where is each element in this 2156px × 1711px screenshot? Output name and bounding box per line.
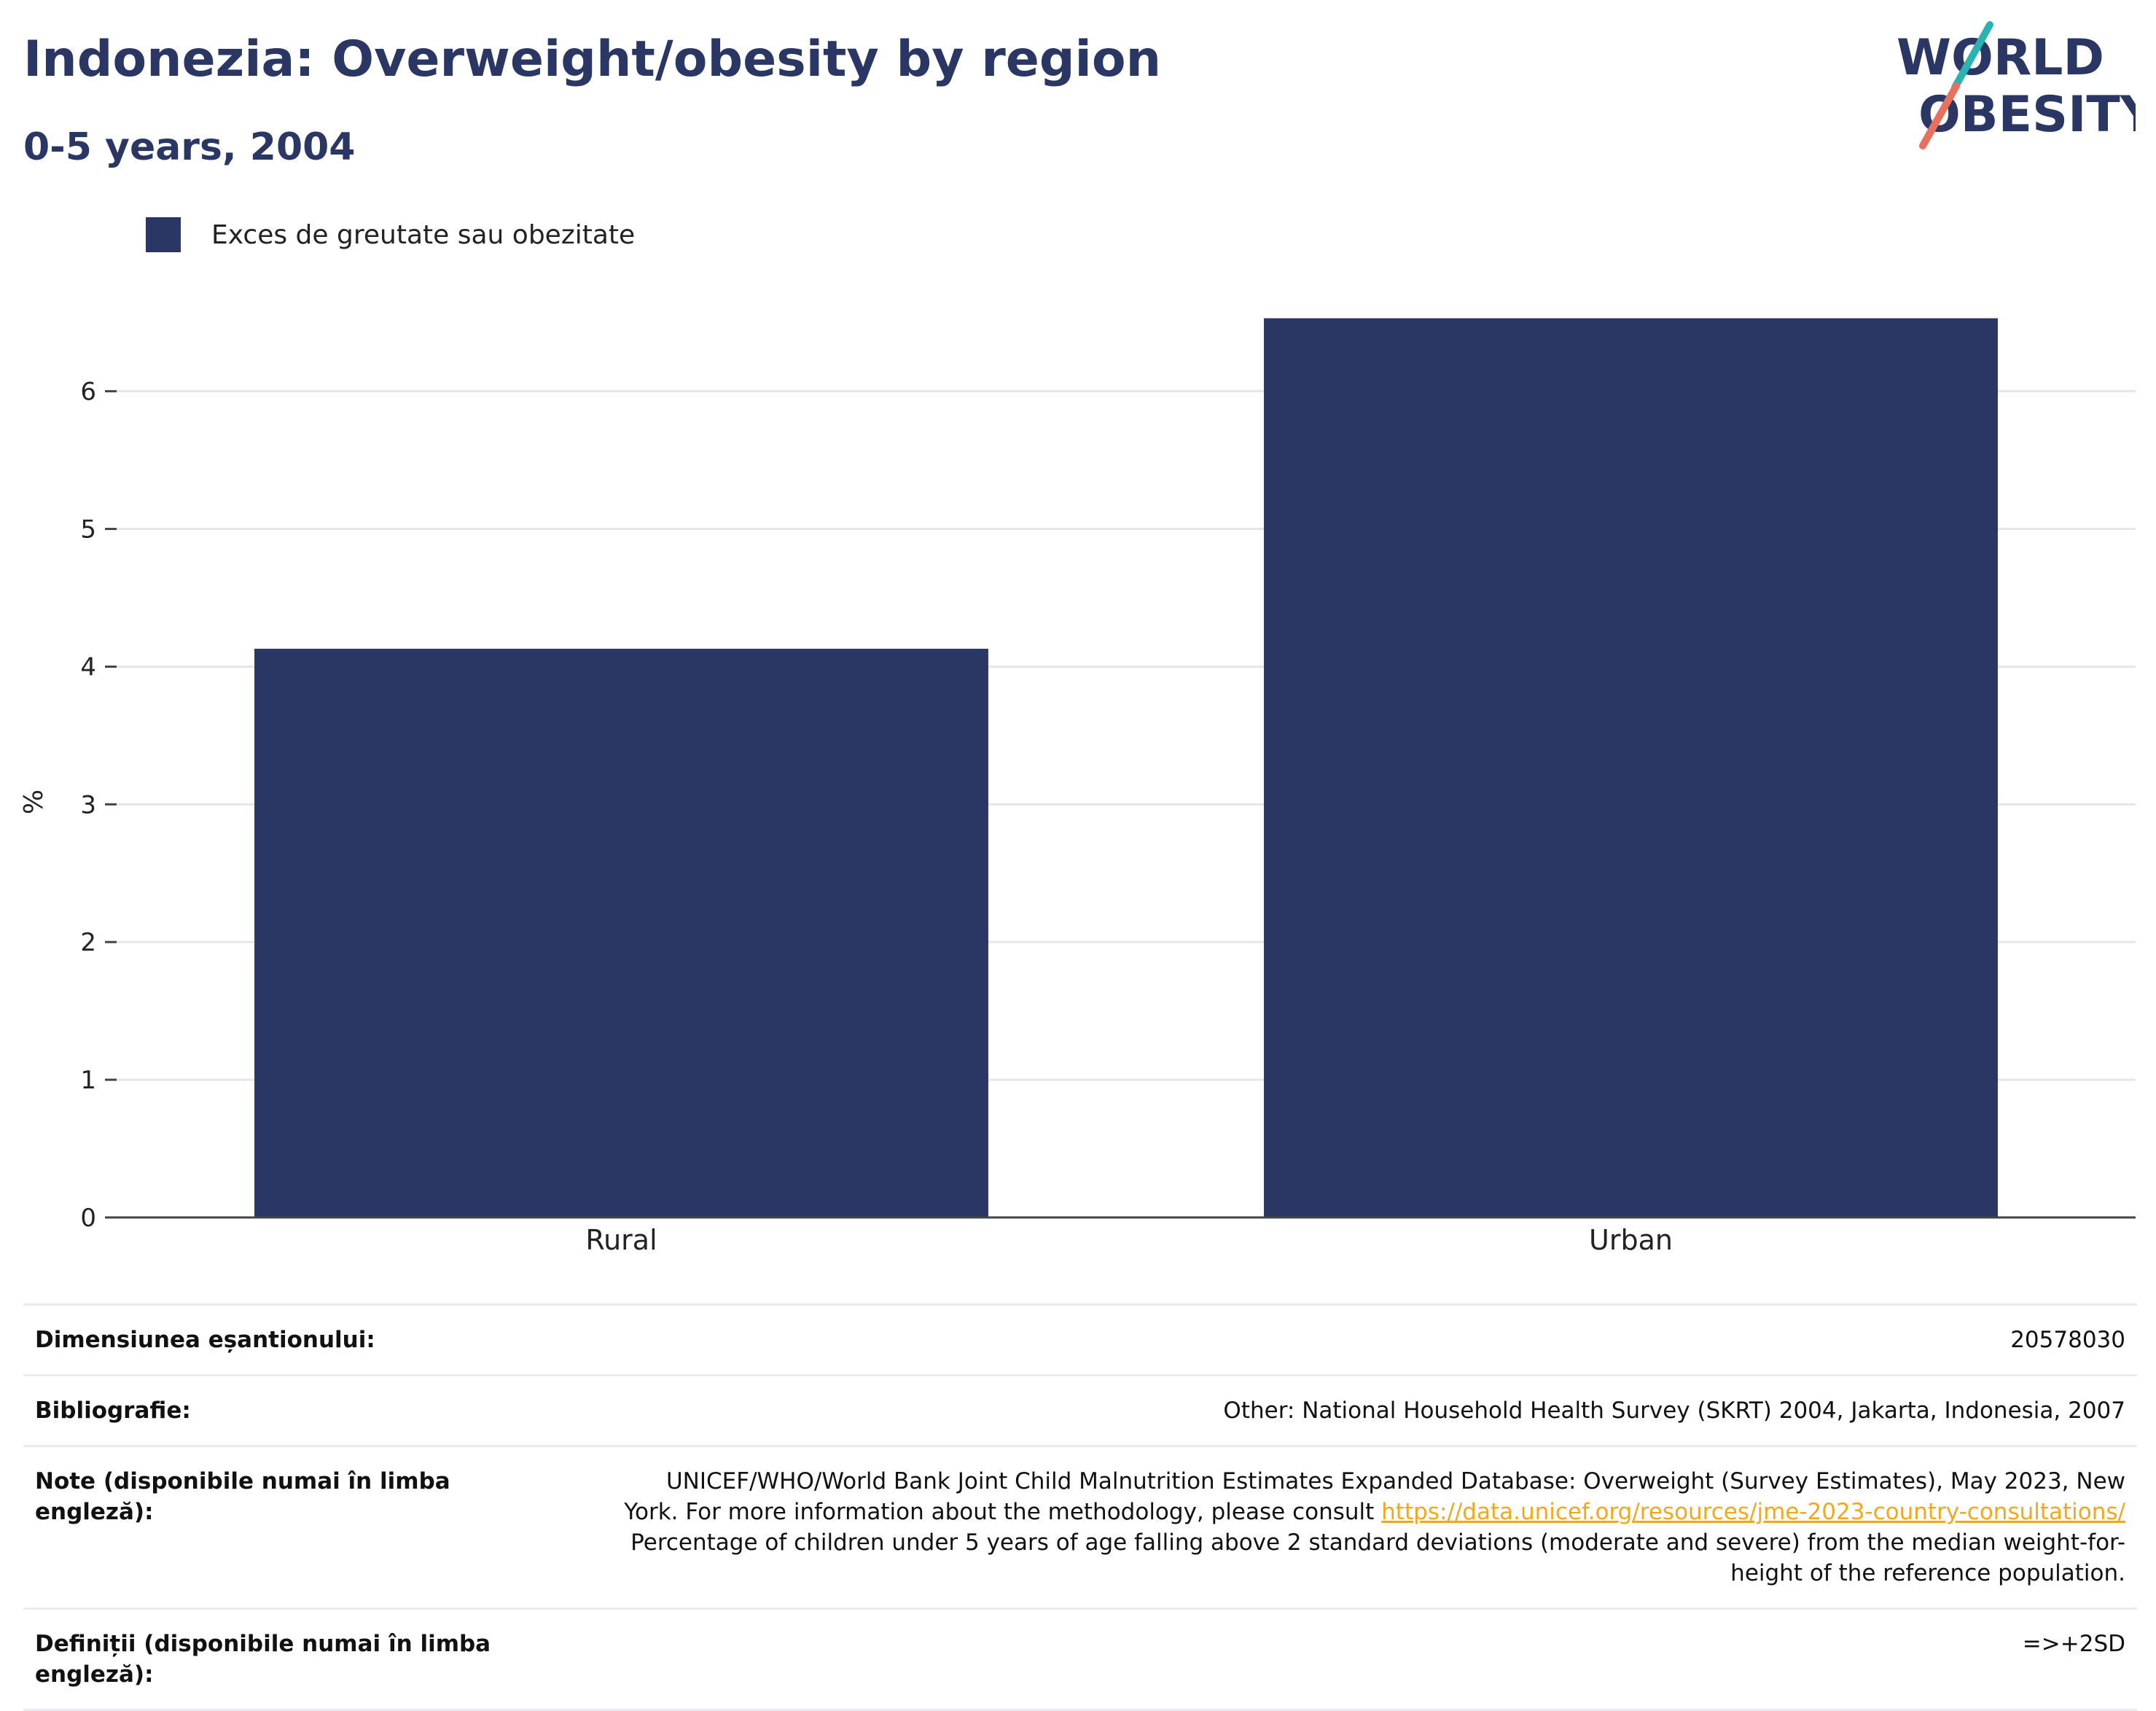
- y-tick-label: 0: [80, 1204, 96, 1233]
- chart-title: Indonezia: Overweight/obesity by region: [23, 31, 1161, 88]
- bibliography-row: Bibliografie: Other: National Household …: [23, 1374, 2137, 1446]
- logo-word-world: WORLD: [1897, 29, 2104, 87]
- y-tick-label: 1: [80, 1066, 96, 1095]
- y-axis-label: %: [19, 790, 49, 814]
- bar-chart: 0 1 2 3 4 5 6 Rural Urban %: [19, 318, 2136, 1256]
- bibliography-value: Other: National Household Health Survey …: [571, 1374, 2137, 1446]
- legend[interactable]: Exces de greutate sau obezitate: [146, 217, 635, 252]
- x-tick-label: Urban: [1589, 1224, 1673, 1256]
- y-tick-label: 6: [80, 378, 96, 407]
- legend-label: Exces de greutate sau obezitate: [211, 219, 636, 250]
- x-tick-label: Rural: [585, 1224, 657, 1256]
- sample-size-value: 20578030: [571, 1303, 2137, 1376]
- sample-size-label: Dimensiunea eșantionului:: [23, 1303, 571, 1376]
- notes-value: UNICEF/WHO/World Bank Joint Child Malnut…: [571, 1445, 2137, 1609]
- legend-swatch: [146, 217, 181, 252]
- notes-line-2: York. For more information about the met…: [624, 1499, 1382, 1525]
- methodology-link[interactable]: https://data.unicef.org/resources/jme-20…: [1381, 1499, 2125, 1525]
- y-tick-label: 4: [80, 652, 96, 682]
- notes-line-1: UNICEF/WHO/World Bank Joint Child Malnut…: [665, 1468, 2125, 1494]
- sample-size-row: Dimensiunea eșantionului: 20578030: [23, 1303, 2137, 1376]
- definitions-row: Definiții (disponibile numai în limba en…: [23, 1607, 2137, 1711]
- notes-row: Note (disponibile numai în limba engleză…: [23, 1445, 2137, 1609]
- y-tick-label: 5: [80, 515, 96, 545]
- bar-rural[interactable]: [254, 648, 988, 1217]
- world-obesity-logo: WORLD OBESITY: [1897, 21, 2136, 149]
- y-tick-label: 2: [80, 928, 96, 957]
- y-tick-label: 3: [80, 790, 96, 819]
- notes-label: Note (disponibile numai în limba engleză…: [23, 1445, 571, 1609]
- x-axis-ticks: Rural Urban: [585, 1224, 1673, 1256]
- definitions-label: Definiții (disponibile numai în limba en…: [23, 1607, 571, 1711]
- bar-urban[interactable]: [1264, 318, 1998, 1217]
- info-table: Dimensiunea eșantionului: 20578030 Bibli…: [23, 1303, 2137, 1711]
- notes-line-4: height of the reference population.: [1730, 1560, 2125, 1586]
- definitions-value: =>+2SD: [571, 1607, 2137, 1711]
- logo-slash-coral: [1919, 82, 1960, 149]
- y-axis-ticks: 0 1 2 3 4 5 6: [80, 378, 117, 1233]
- chart-subtitle: 0-5 years, 2004: [23, 125, 356, 169]
- bibliography-label: Bibliografie:: [23, 1374, 571, 1446]
- bars: [254, 318, 1998, 1217]
- logo-slash-teal: [1951, 21, 1993, 91]
- notes-line-3: Percentage of children under 5 years of …: [630, 1529, 2125, 1556]
